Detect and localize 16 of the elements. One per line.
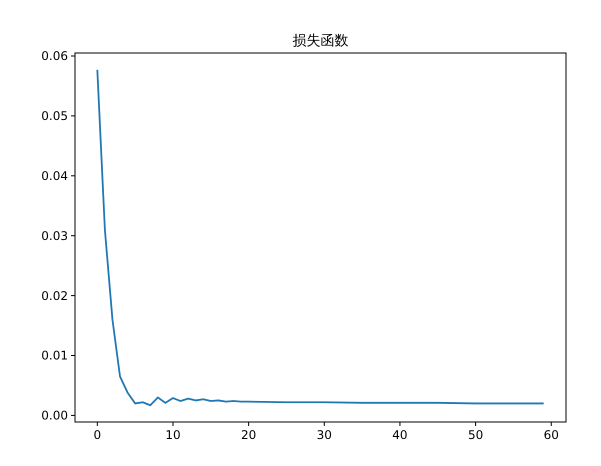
y-tick-label: 0.01 <box>41 348 68 363</box>
line-series <box>96 68 545 406</box>
y-tick-label: 0.00 <box>41 408 68 423</box>
y-tick-label: 0.03 <box>41 228 68 243</box>
x-tick-label: 0 <box>94 428 102 442</box>
y-tick-label: 0.04 <box>41 169 68 183</box>
x-tick-label: 30 <box>316 428 332 442</box>
y-tick-label: 0.05 <box>41 109 68 124</box>
x-tick-label: 60 <box>544 428 559 442</box>
y-tick-label: 0.02 <box>41 288 68 303</box>
x-tick-label: 40 <box>392 428 408 442</box>
x-tick-label: 20 <box>240 428 256 442</box>
x-tick-label: 50 <box>468 428 484 442</box>
chart-title: 损失函数 <box>292 33 348 49</box>
x-tick-label: 10 <box>165 428 181 442</box>
y-tick-label: 0.06 <box>41 49 68 64</box>
